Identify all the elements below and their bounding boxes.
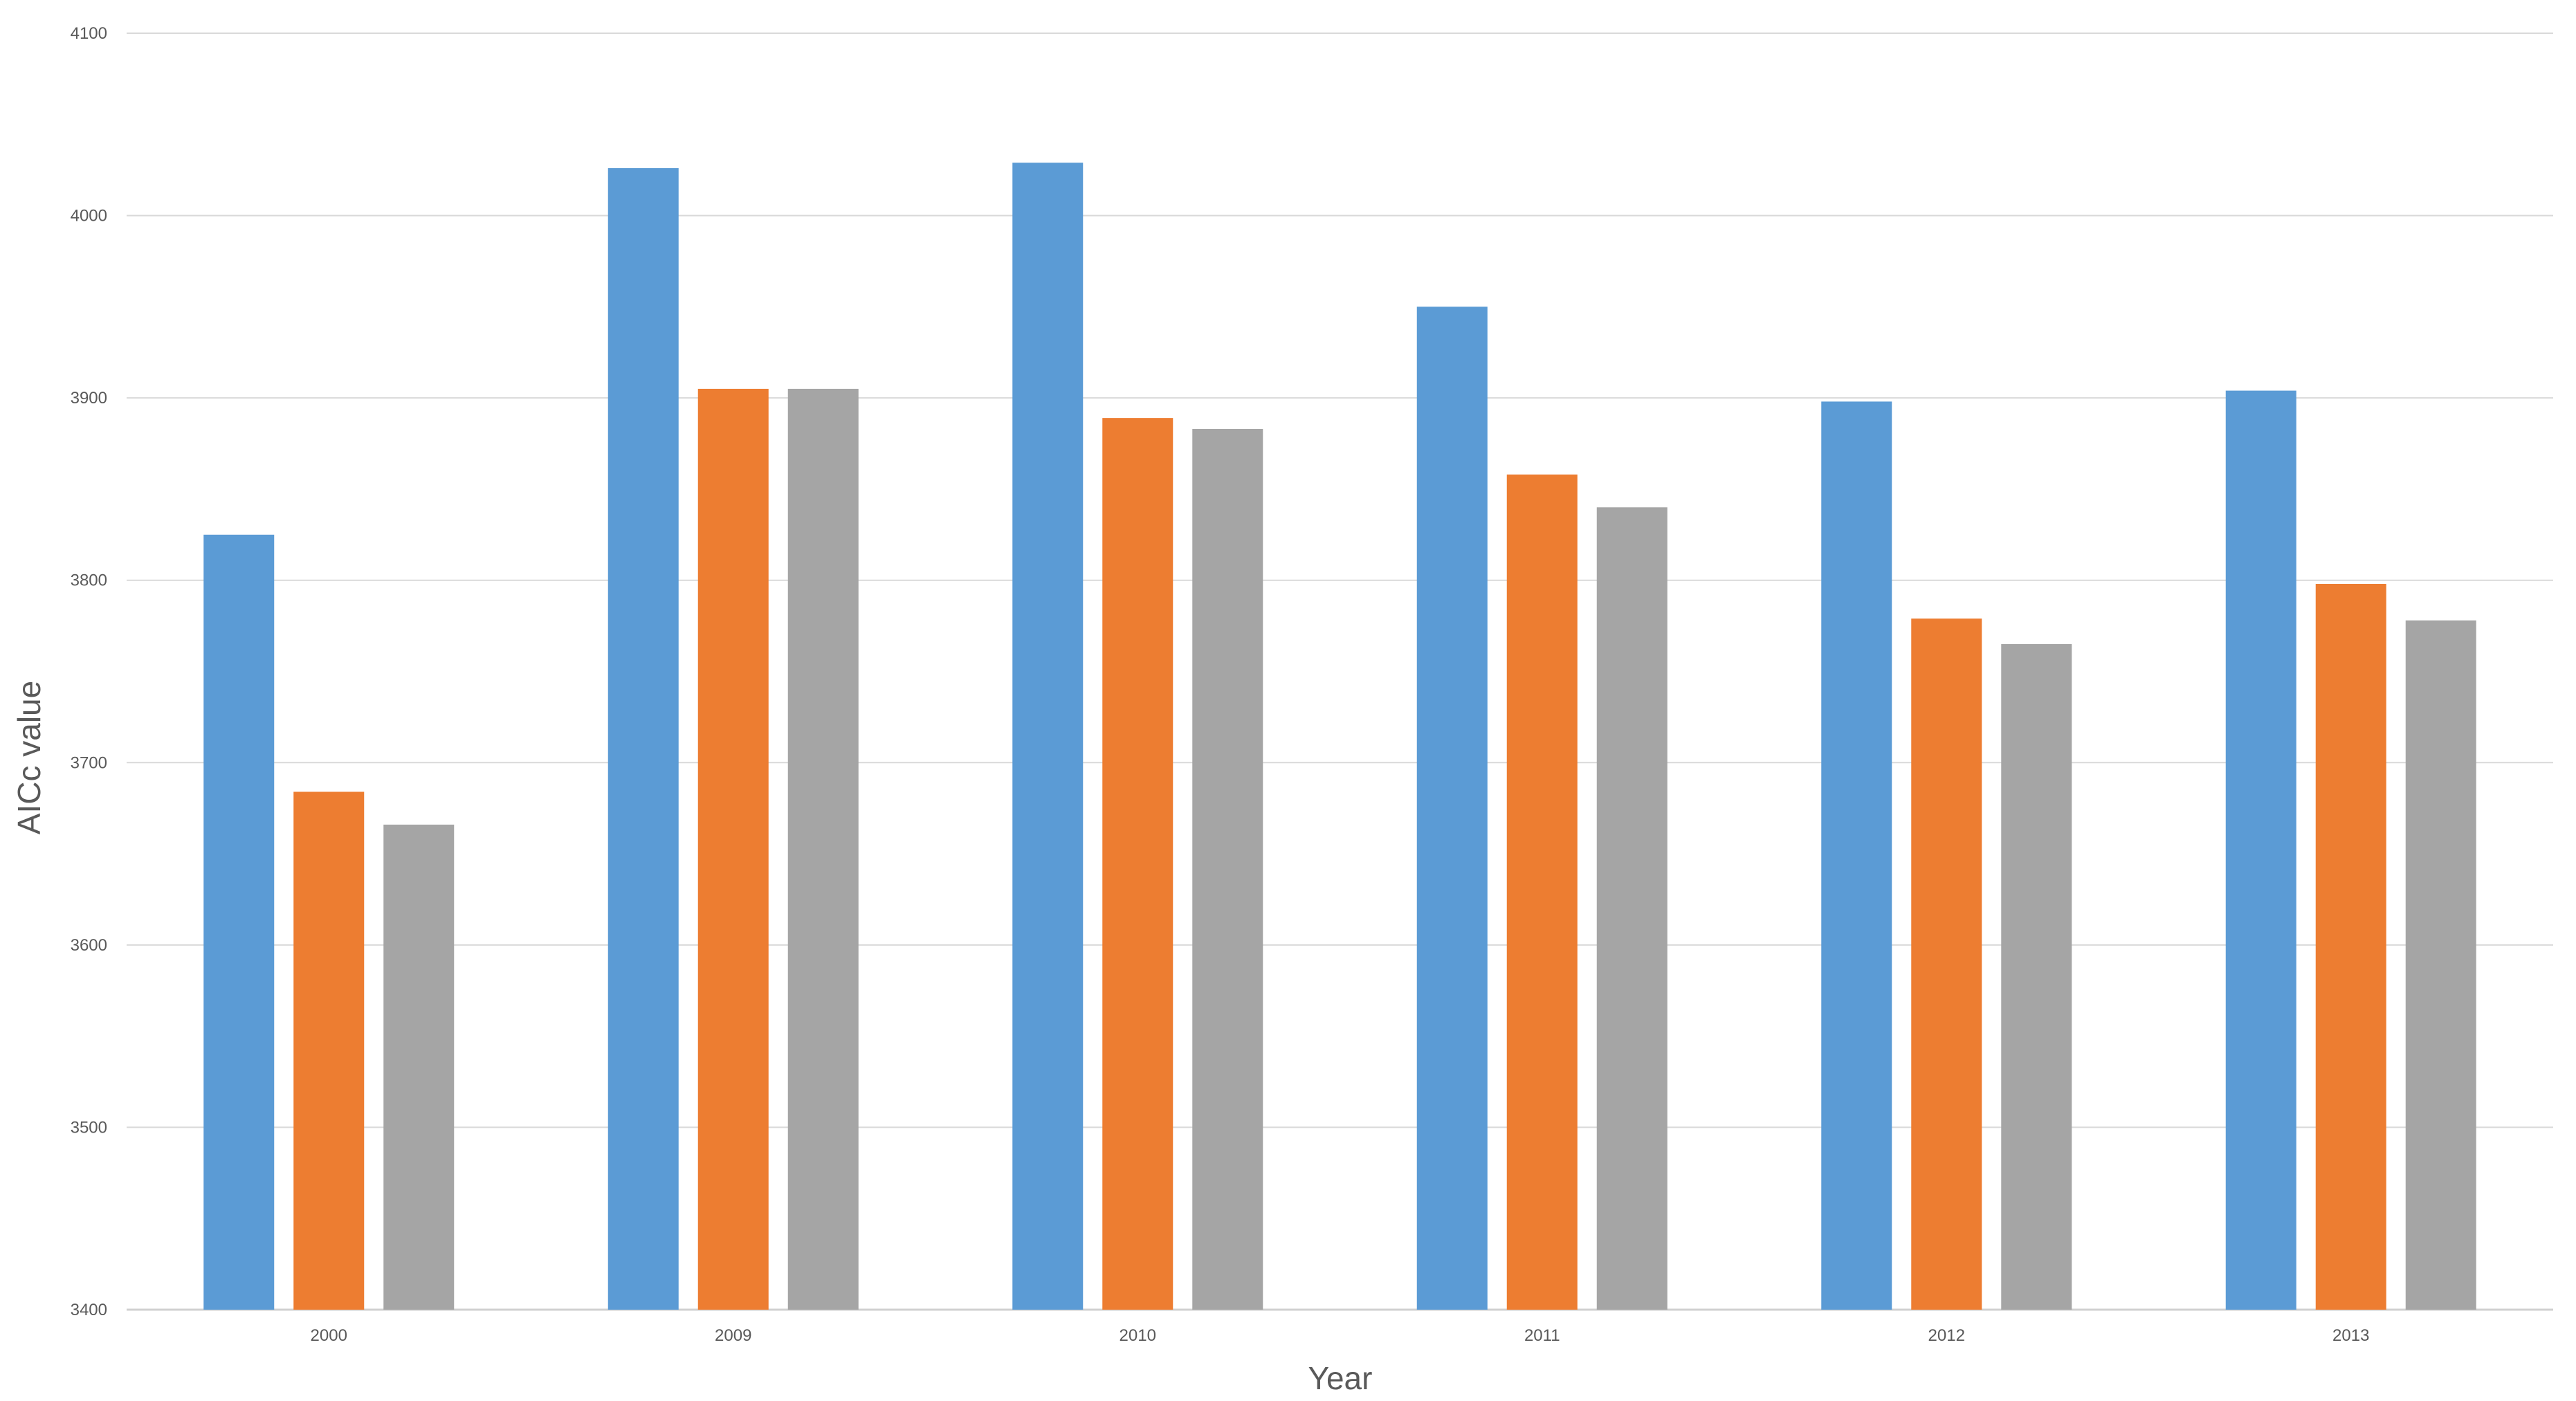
bar-2012-series-2: [1911, 619, 1982, 1310]
x-tick-label: 2011: [1524, 1326, 1560, 1345]
bar-2011-series-1: [1416, 306, 1488, 1310]
x-tick-label: 2010: [1120, 1326, 1156, 1345]
y-tick-label: 3500: [71, 1118, 107, 1137]
bar-2012-series-3: [2001, 643, 2072, 1310]
x-axis-ticks: 2000 2009 2010 2011 2012 2013: [311, 1326, 2370, 1345]
y-tick-label: 3600: [71, 936, 107, 955]
bar-2010-series-2: [1102, 418, 1173, 1310]
y-tick-label: 3800: [71, 571, 107, 590]
y-axis-ticks: 3400 3500 3600 3700 3800 3900 4000 4100: [71, 24, 107, 1319]
bar-2013-series-3: [2405, 620, 2476, 1310]
bar-2013-series-2: [2315, 583, 2386, 1310]
bar-2009-series-2: [697, 388, 769, 1310]
bar-2009-series-1: [608, 168, 679, 1310]
bar-2009-series-3: [787, 388, 859, 1310]
bar-2013-series-1: [2225, 390, 2296, 1310]
y-axis-title: AICc value: [11, 681, 47, 834]
bar-2011-series-2: [1506, 474, 1578, 1310]
bar-2011-series-3: [1596, 507, 1668, 1310]
y-tick-label: 3400: [71, 1301, 107, 1319]
x-tick-label: 2000: [311, 1326, 347, 1345]
gridlines: [127, 33, 2553, 1311]
bar-2000-series-2: [293, 791, 365, 1310]
y-tick-label: 4000: [71, 207, 107, 226]
y-tick-label: 4100: [71, 24, 107, 43]
bar-2010-series-3: [1192, 428, 1263, 1310]
bars: [203, 163, 2476, 1310]
x-tick-label: 2013: [2332, 1326, 2369, 1345]
bar-2012-series-1: [1821, 401, 1892, 1310]
bar-2000-series-1: [203, 534, 275, 1310]
x-tick-label: 2012: [1928, 1326, 1965, 1345]
bar-2000-series-3: [383, 824, 455, 1310]
y-tick-label: 3700: [71, 753, 107, 772]
x-tick-label: 2009: [715, 1326, 751, 1345]
x-axis-title: Year: [1308, 1360, 1373, 1396]
bar-2010-series-1: [1012, 163, 1084, 1310]
y-tick-label: 3900: [71, 389, 107, 408]
